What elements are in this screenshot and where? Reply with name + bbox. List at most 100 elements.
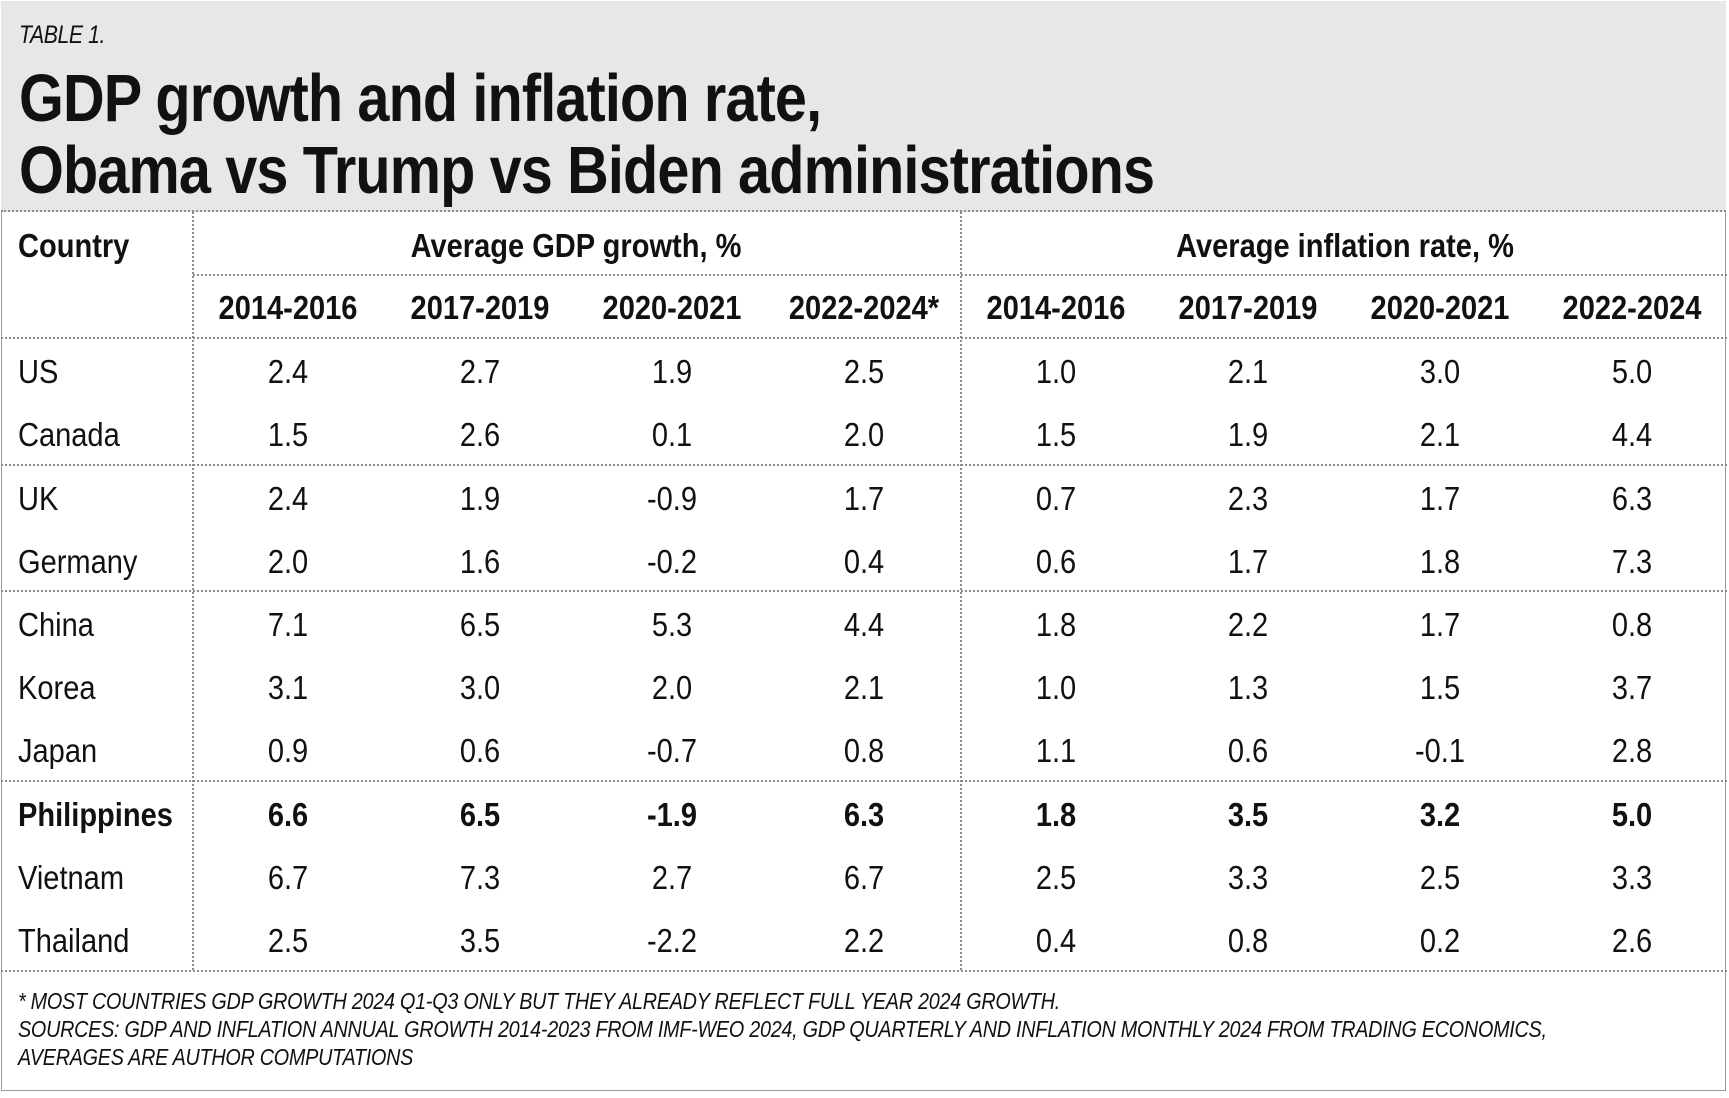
gdp-cell: 1.7	[843, 480, 885, 517]
inflation-cell: 1.7	[1419, 606, 1461, 643]
inflation-cell: 2.1	[1419, 416, 1461, 453]
gdp-cell: 2.1	[843, 669, 885, 706]
gdp-cell: 2.0	[843, 416, 885, 453]
inflation-cell: 1.3	[1227, 669, 1269, 706]
title-line-2: Obama vs Trump vs Biden administrations	[19, 133, 1155, 208]
inflation-cell: 1.8	[1035, 796, 1077, 833]
inflation-cell: 0.2	[1419, 922, 1461, 959]
header-inflation-period: 2020-2021	[1370, 289, 1510, 326]
gdp-cell: 3.0	[459, 669, 501, 706]
gdp-cell: 1.6	[459, 543, 501, 580]
inflation-cell: 2.8	[1611, 732, 1653, 769]
inflation-cell: 3.7	[1611, 669, 1653, 706]
gdp-cell: 1.5	[267, 416, 309, 453]
row-country-label: Japan	[18, 732, 98, 769]
inflation-cell: 6.3	[1611, 480, 1653, 517]
gdp-cell: 1.9	[651, 353, 693, 390]
gdp-cell: 2.4	[267, 480, 309, 517]
table-label: TABLE 1.	[19, 21, 105, 49]
gdp-cell: 2.5	[267, 922, 309, 959]
gdp-cell: 0.6	[459, 732, 501, 769]
row-country-label: China	[18, 606, 94, 643]
row-country-label: Thailand	[18, 922, 130, 959]
inflation-cell: 3.3	[1611, 859, 1653, 896]
inflation-cell: 1.0	[1035, 353, 1077, 390]
gdp-cell: 5.3	[651, 606, 693, 643]
title-line-1: GDP growth and inflation rate,	[19, 61, 822, 136]
gdp-cell: -0.9	[646, 480, 698, 517]
footnote-line: * MOST COUNTRIES GDP GROWTH 2024 Q1-Q3 O…	[18, 988, 1060, 1014]
gdp-cell: 1.9	[459, 480, 501, 517]
row-country-label: Canada	[18, 416, 120, 453]
gdp-cell: 7.3	[459, 859, 501, 896]
footnote-line: AVERAGES ARE AUTHOR COMPUTATIONS	[18, 1044, 414, 1070]
inflation-cell: 5.0	[1611, 796, 1653, 833]
inflation-cell: 3.0	[1419, 353, 1461, 390]
gdp-cell: 3.1	[267, 669, 309, 706]
header-inflation-period: 2022-2024	[1562, 289, 1702, 326]
inflation-cell: 1.8	[1419, 543, 1461, 580]
gdp-cell: 2.4	[267, 353, 309, 390]
gdp-cell: 6.7	[267, 859, 309, 896]
gdp-cell: 2.0	[267, 543, 309, 580]
row-country-label: US	[18, 353, 59, 390]
inflation-cell: 3.2	[1419, 796, 1461, 833]
gdp-cell: -2.2	[646, 922, 698, 959]
gdp-cell: 6.5	[459, 796, 501, 833]
inflation-cell: 2.5	[1419, 859, 1461, 896]
inflation-cell: 1.7	[1419, 480, 1461, 517]
gdp-cell: 2.6	[459, 416, 501, 453]
row-country-label: Germany	[18, 543, 138, 580]
inflation-cell: 1.9	[1227, 416, 1269, 453]
gdp-cell: 6.6	[267, 796, 309, 833]
header-inflation-period: 2017-2019	[1178, 289, 1318, 326]
inflation-cell: 7.3	[1611, 543, 1653, 580]
inflation-cell: 2.3	[1227, 480, 1269, 517]
inflation-cell: 1.5	[1035, 416, 1077, 453]
gdp-cell: -0.7	[646, 732, 698, 769]
inflation-cell: 1.7	[1227, 543, 1269, 580]
gdp-cell: 2.7	[651, 859, 693, 896]
inflation-cell: 1.5	[1419, 669, 1461, 706]
gdp-cell: 3.5	[459, 922, 501, 959]
gdp-cell: 6.5	[459, 606, 501, 643]
header-inflation-period: 2014-2016	[986, 289, 1126, 326]
inflation-cell: 0.6	[1035, 543, 1077, 580]
gdp-cell: 2.7	[459, 353, 501, 390]
inflation-cell: 2.2	[1227, 606, 1269, 643]
header-country: Country	[18, 227, 130, 264]
gdp-cell: 0.8	[843, 732, 885, 769]
inflation-cell: 3.3	[1227, 859, 1269, 896]
inflation-cell: 0.8	[1611, 606, 1653, 643]
row-country-label: Korea	[18, 669, 96, 706]
gdp-cell: 0.1	[651, 416, 693, 453]
inflation-cell: 0.8	[1227, 922, 1269, 959]
inflation-cell: 1.0	[1035, 669, 1077, 706]
gdp-cell: 6.3	[843, 796, 885, 833]
header-inflation-group: Average inflation rate, %	[1176, 227, 1514, 264]
gdp-cell: 7.1	[267, 606, 309, 643]
inflation-cell: 2.6	[1611, 922, 1653, 959]
gdp-cell: 4.4	[843, 606, 885, 643]
inflation-cell: 1.8	[1035, 606, 1077, 643]
header-gdp-period: 2022-2024*	[788, 289, 940, 326]
inflation-cell: 0.7	[1035, 480, 1077, 517]
inflation-cell: 4.4	[1611, 416, 1653, 453]
footnote-line: SOURCES: GDP AND INFLATION ANNUAL GROWTH…	[18, 1016, 1547, 1042]
inflation-cell: 3.5	[1227, 796, 1269, 833]
gdp-cell: 2.5	[843, 353, 885, 390]
gdp-cell: 0.9	[267, 732, 309, 769]
title-block: TABLE 1. GDP growth and inflation rate, …	[1, 1, 1726, 212]
inflation-cell: 5.0	[1611, 353, 1653, 390]
table-title: GDP growth and inflation rate, Obama vs …	[19, 61, 1155, 208]
header-gdp-period: 2014-2016	[218, 289, 358, 326]
row-country-label: Vietnam	[18, 859, 125, 896]
gdp-cell: 6.7	[843, 859, 885, 896]
row-country-label: Philippines	[18, 796, 173, 833]
inflation-cell: 0.4	[1035, 922, 1077, 959]
gdp-cell: 2.0	[651, 669, 693, 706]
inflation-cell: 0.6	[1227, 732, 1269, 769]
row-country-label: UK	[18, 480, 59, 517]
gdp-cell: 2.2	[843, 922, 885, 959]
inflation-cell: 1.1	[1035, 732, 1077, 769]
